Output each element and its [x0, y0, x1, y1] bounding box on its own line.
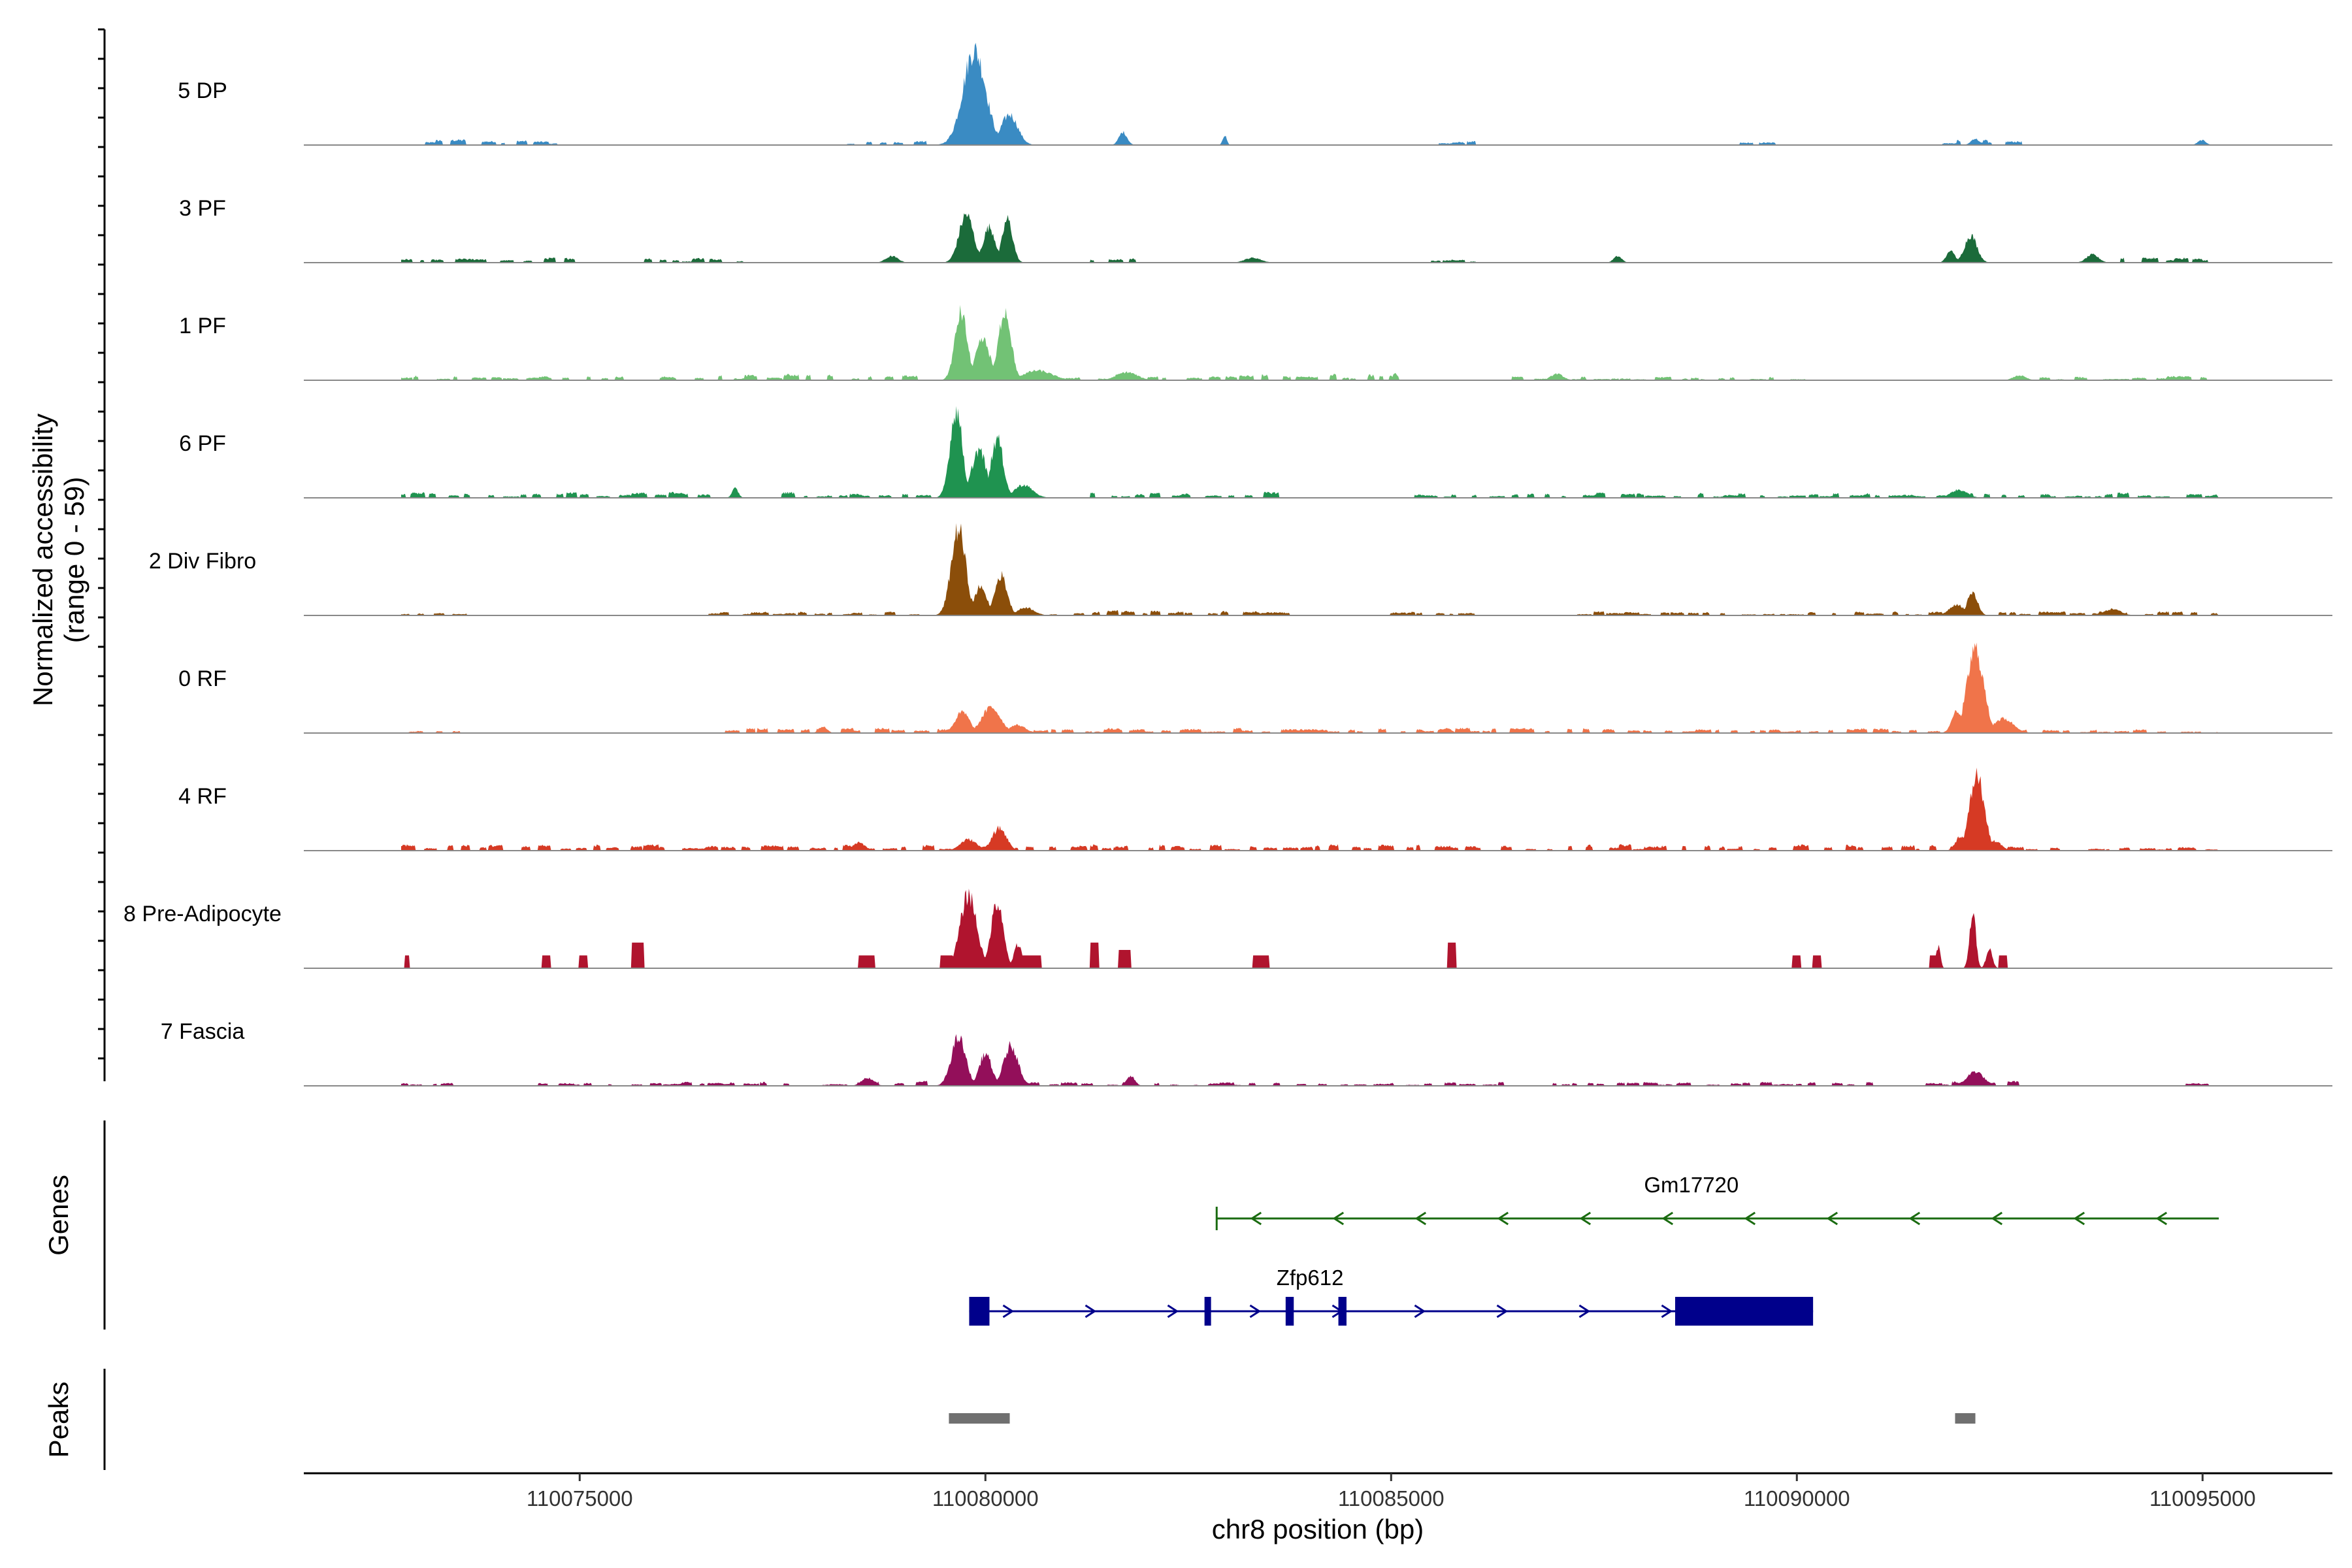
gene-gm17720: Gm17720 — [1215, 1173, 2219, 1230]
gene-zfp612: Zfp612 — [969, 1266, 1814, 1326]
coverage-area-6-pf — [401, 406, 2219, 498]
coverage-tracks: 5 DP 3 PF 1 PF 6 PF 2 Div Fibro 0 RF 4 RF 8 Pre… — [123, 42, 2332, 1086]
strand-arrow — [1991, 1211, 2003, 1226]
genes-track-title: Genes — [43, 1175, 74, 1256]
track-0-rf: 0 RF — [178, 642, 2332, 734]
peak-region — [1955, 1413, 1976, 1424]
track-label-0-rf: 0 RF — [178, 666, 227, 691]
strand-arrow — [1414, 1304, 1426, 1318]
coverage-area-3-pf — [401, 213, 2219, 263]
exon-zfp612 — [1204, 1297, 1211, 1326]
strand-arrow — [1578, 1304, 1591, 1318]
strand-arrow — [1250, 1211, 1262, 1226]
strand-arrow — [1661, 1304, 1673, 1318]
strand-arrow — [1744, 1211, 1756, 1226]
coverage-area-2-div-fibro — [401, 523, 2219, 615]
coverage-area-8-pre-adipocyte — [401, 889, 2219, 968]
peak-regions — [949, 1413, 1976, 1424]
exon-zfp612 — [1674, 1297, 1814, 1326]
strand-arrow — [1496, 1304, 1509, 1318]
track-label-7-fascia: 7 Fascia — [161, 1019, 245, 1044]
gene-models: Gm17720 Zfp612 — [969, 1173, 2219, 1326]
strand-arrow — [1661, 1211, 1674, 1226]
track-label-8-pre-adipocyte: 8 Pre-Adipocyte — [123, 902, 282, 926]
strand-arrow — [1826, 1211, 1838, 1226]
strand-arrow — [1167, 1304, 1179, 1318]
strand-arrow — [1332, 1211, 1345, 1226]
y-axis-title-line2: (range 0 - 59) — [59, 477, 90, 643]
track-label-3-pf: 3 PF — [179, 196, 226, 221]
track-8-pre-adipocyte: 8 Pre-Adipocyte — [123, 889, 2332, 969]
x-axis-title: chr8 position (bp) — [1212, 1514, 1424, 1544]
coverage-area-7-fascia — [401, 1034, 2219, 1086]
exon-zfp612 — [969, 1297, 990, 1326]
track-7-fascia: 7 Fascia — [161, 1019, 2332, 1086]
strand-arrow — [1579, 1211, 1592, 1226]
strand-arrow — [1497, 1211, 1509, 1226]
strand-arrow — [1002, 1304, 1015, 1318]
track-3-pf: 3 PF — [179, 196, 2332, 263]
x-axis-ticks: 110075000 110080000 110085000 110090000 1100… — [527, 1473, 2256, 1511]
coverage-area-4-rf — [401, 767, 2219, 851]
x-tick-label: 110080000 — [932, 1486, 1039, 1511]
strand-arrow — [1414, 1211, 1427, 1226]
x-tick-label: 110075000 — [527, 1486, 633, 1511]
track-label-5-dp: 5 DP — [178, 78, 227, 103]
x-tick-label: 110085000 — [1338, 1486, 1445, 1511]
track-4-rf: 4 RF — [178, 767, 2332, 851]
exon-zfp612 — [1338, 1297, 1347, 1326]
coverage-area-0-rf — [401, 642, 2219, 733]
strand-arrow — [2073, 1211, 2085, 1226]
track-label-1-pf: 1 PF — [179, 314, 226, 338]
coverage-y-axis — [98, 28, 106, 1081]
peaks-track-title: Peaks — [43, 1382, 74, 1458]
strand-arrow — [1249, 1304, 1262, 1318]
exon-zfp612 — [1285, 1297, 1294, 1326]
coverage-area-1-pf — [401, 304, 2219, 380]
coverage-area-5-dp — [401, 42, 2219, 145]
track-1-pf: 1 PF — [179, 304, 2332, 381]
track-label-2-div-fibro: 2 Div Fibro — [149, 549, 256, 574]
y-axis-title-line1: Normalized accessibility — [27, 414, 58, 706]
track-6-pf: 6 PF — [179, 406, 2332, 498]
track-label-4-rf: 4 RF — [178, 784, 227, 809]
x-tick-label: 110095000 — [2149, 1486, 2256, 1511]
gene-label-gm17720: Gm17720 — [1644, 1173, 1739, 1197]
peak-region — [949, 1413, 1010, 1424]
gene-label-zfp612: Zfp612 — [1277, 1266, 1344, 1290]
strand-arrow — [2155, 1211, 2168, 1226]
x-tick-label: 110090000 — [1744, 1486, 1850, 1511]
strand-arrow — [1085, 1304, 1097, 1318]
track-2-div-fibro: 2 Div Fibro — [149, 523, 2332, 616]
strand-arrow — [1908, 1211, 1921, 1226]
track-5-dp: 5 DP — [178, 42, 2332, 146]
track-label-6-pf: 6 PF — [179, 431, 226, 456]
